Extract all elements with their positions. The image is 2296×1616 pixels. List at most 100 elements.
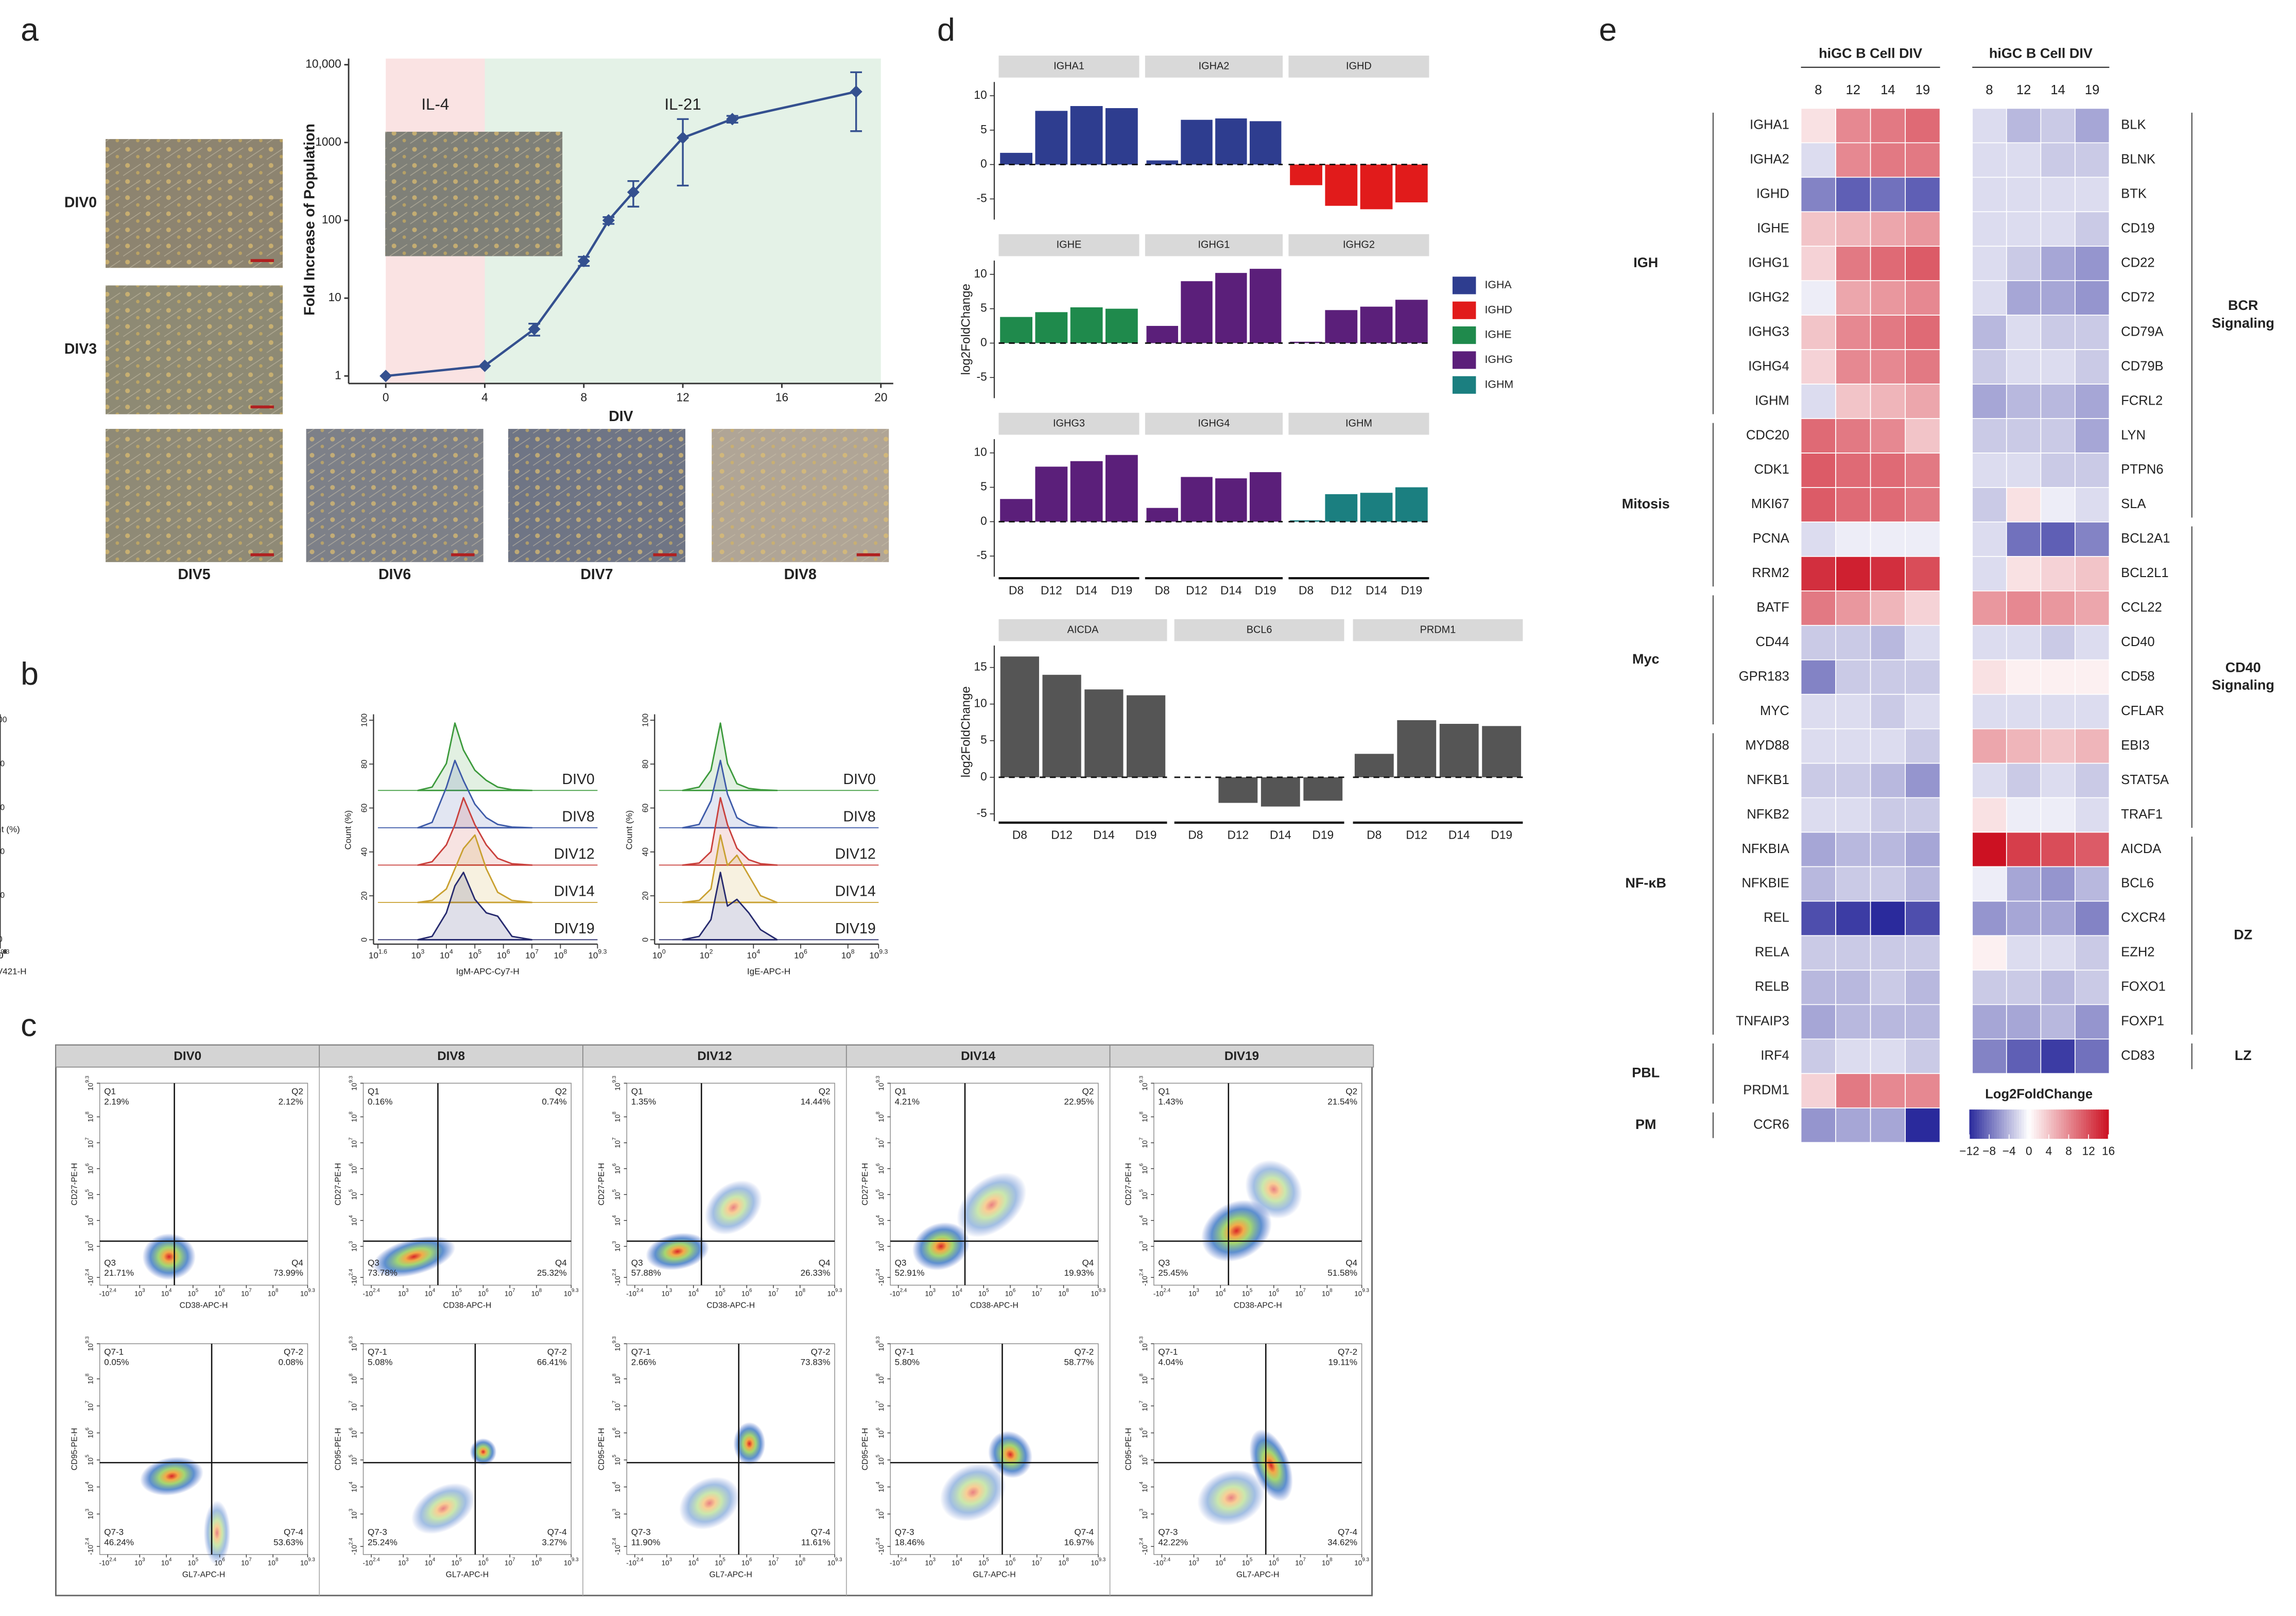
y-tick-label-exponent: 6 — [348, 1428, 354, 1431]
heatmap-cell — [1870, 246, 1906, 282]
heatmap-cell — [1905, 762, 1941, 798]
colorbar-step — [1979, 1109, 1982, 1139]
density-cloud — [411, 1483, 475, 1534]
heatmap-cell — [1800, 762, 1836, 798]
gene-label: CD79B — [2121, 359, 2163, 373]
bar — [1325, 494, 1358, 522]
heatmap-cell — [2075, 693, 2110, 729]
heatmap-cell — [1800, 831, 1836, 867]
quadrant-percent: 4.04% — [1158, 1358, 1183, 1367]
group-label: CD40 — [2225, 659, 2261, 675]
gene-label: CD19 — [2121, 221, 2154, 236]
x-tick-label-base: 10 — [188, 1559, 196, 1567]
heatmap-cell — [1870, 900, 1906, 936]
heatmap-cell — [1905, 1004, 1941, 1040]
y-tick-label: 109.3 — [875, 1336, 885, 1351]
heatmap-cell — [1800, 453, 1836, 488]
heatmap-cell — [2075, 969, 2110, 1005]
legend-swatch — [1452, 276, 1476, 294]
y-tick-label: 103 — [612, 1508, 622, 1519]
y-tick-label-base: -10 — [1141, 1276, 1148, 1286]
heatmap-cell — [1870, 1004, 1906, 1040]
y-axis-label: CD27-PE-H — [334, 1163, 342, 1205]
y-tick-label: 107 — [84, 1137, 94, 1148]
x-tick-label: D8 — [1012, 828, 1027, 842]
y-tick-label: 106 — [1138, 1428, 1148, 1438]
x-axis-label: DIV — [609, 408, 633, 425]
x-tick-label-exponent: 9.3 — [835, 1288, 842, 1293]
x-tick-label-base: 10 — [1354, 1559, 1362, 1567]
flow-header — [845, 1045, 1111, 1068]
x-tick-label: 109.3 — [300, 1557, 315, 1567]
y-tick-label: 107 — [1138, 1401, 1148, 1412]
heatmap-cell — [2075, 624, 2110, 661]
x-tick-label: D19 — [1111, 584, 1132, 597]
x-tick-label-base: 10 — [688, 1559, 696, 1567]
legend-label: IGHM — [1484, 378, 1513, 390]
heatmap-cell — [2075, 108, 2110, 144]
y-tick-label-base: 10 — [877, 1166, 885, 1174]
density-curve — [682, 759, 778, 829]
y-tick-label: 104 — [612, 1215, 622, 1226]
y-tick-label-exponent: 3 — [612, 1241, 617, 1244]
x-tick-label-base: 10 — [715, 1559, 723, 1567]
heatmap-cell — [1905, 487, 1941, 523]
heatmap-cell — [1905, 315, 1941, 350]
y-tick-label: 104 — [348, 1215, 358, 1226]
x-tick-label-exponent: 3 — [669, 1288, 672, 1293]
x-tick-label-base: 10 — [1058, 1290, 1066, 1297]
heatmap-cell — [1905, 624, 1941, 661]
x-tick-label-exponent: 6 — [1013, 1288, 1016, 1293]
x-tick-label-base: 10 — [1031, 1559, 1040, 1567]
x-tick-label: 0 — [383, 390, 389, 404]
heatmap-cell — [2040, 590, 2076, 626]
heatmap-cell — [1870, 762, 1906, 798]
y-tick-label-exponent: 2.4 — [875, 1538, 881, 1545]
heatmap-cell — [1870, 177, 1906, 213]
y-axis-label: log2FoldChange — [959, 686, 973, 777]
x-tick-label: 103 — [1188, 1288, 1199, 1297]
x-tick-label: 109.3 — [300, 1288, 315, 1297]
heatmap-cell — [1800, 280, 1836, 316]
x-tick-label-exponent: 2.4 — [373, 1557, 380, 1562]
facet-title: IGHG4 — [1198, 418, 1230, 429]
heatmap-cell — [2006, 246, 2042, 282]
quadrant-name: Q7-4 — [1338, 1527, 1357, 1537]
heatmap-cell — [1870, 315, 1906, 350]
y-tick-label-base: 10 — [350, 1140, 358, 1148]
x-tick-label-base: -10 — [890, 1290, 900, 1297]
heatmap-cell — [1905, 142, 1941, 178]
colorbar-step — [1994, 1109, 1997, 1139]
y-tick-label-exponent: 8 — [84, 1374, 90, 1377]
heatmap-cell — [1800, 1004, 1836, 1040]
y-tick-label-base: 10 — [614, 1376, 622, 1384]
facet-title: IGHG3 — [1053, 418, 1085, 429]
x-tick-label-base: 10 — [952, 1290, 960, 1297]
quadrant-name: Q3 — [1158, 1258, 1170, 1267]
heatmap-cell — [1870, 453, 1906, 488]
heatmap-cell — [1800, 522, 1836, 557]
x-tick-label: 104 — [161, 1288, 172, 1297]
y-tick-label-exponent: 8 — [84, 1111, 90, 1115]
x-tick-label-base: 10 — [411, 950, 421, 960]
x-tick-label: 107 — [505, 1288, 515, 1297]
x-tick-label: 104 — [425, 1288, 436, 1297]
y-tick-label: 40 — [641, 847, 650, 857]
y-tick-label-exponent: 7 — [84, 1137, 90, 1140]
y-tick-label-base: 10 — [87, 1218, 94, 1226]
x-tick-label-exponent: 7 — [1040, 1288, 1042, 1293]
heatmap-cell — [1972, 384, 2007, 419]
heatmap-cell — [1972, 1038, 2007, 1074]
y-tick-label: 107 — [1138, 1137, 1148, 1148]
heatmap-cell — [1905, 522, 1941, 557]
bar — [1215, 273, 1247, 343]
y-tick-label-exponent: 5 — [875, 1189, 881, 1192]
y-tick-label-base: 10 — [1141, 1511, 1148, 1520]
colorbar-label: 12 — [2082, 1144, 2095, 1158]
gene-label: IGHE — [1757, 221, 1789, 236]
quadrant-name: Q3 — [104, 1258, 116, 1267]
heatmap-cell — [2040, 108, 2076, 144]
facet-strip — [998, 619, 1167, 641]
x-tick-label-exponent: 4 — [1223, 1288, 1226, 1293]
x-tick-label-exponent: 7 — [1303, 1557, 1305, 1562]
